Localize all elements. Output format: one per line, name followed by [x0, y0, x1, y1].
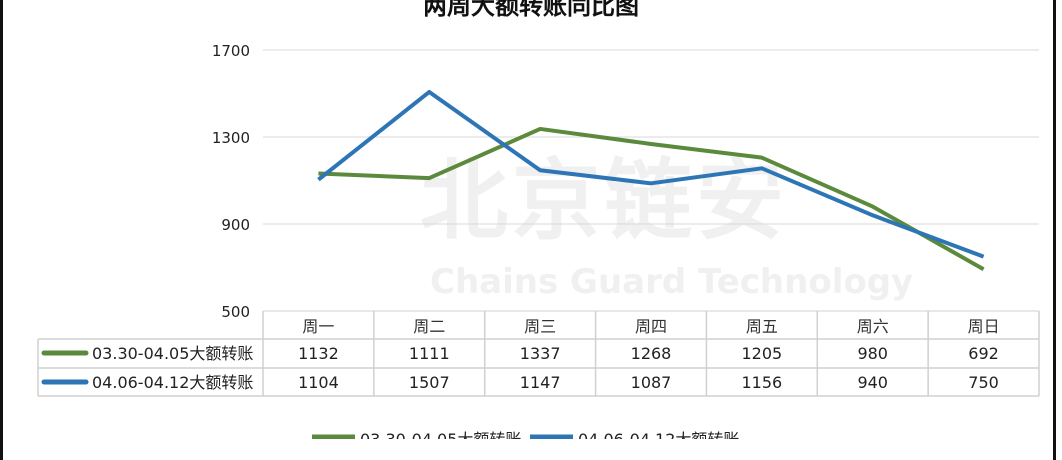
table-value: 1111	[409, 344, 450, 363]
table-series-label: 03.30-04.05大额转账	[92, 344, 253, 363]
legend-label: 03.30-04.05大额转账	[360, 430, 521, 439]
table-value: 1268	[631, 344, 672, 363]
y-tick-label: 500	[221, 303, 250, 321]
category-label: 周六	[857, 317, 889, 336]
y-tick-label: 1300	[212, 129, 250, 147]
series-line	[318, 92, 983, 257]
category-label: 周三	[524, 317, 556, 336]
table-value: 692	[968, 344, 999, 363]
table-value: 940	[857, 373, 888, 392]
line-chart: 500 900 1300 1700 周一 周二 周三 周四 周五 周六 周日 03.30-04.05大…	[0, 0, 1062, 439]
series-line	[318, 129, 983, 269]
table-value: 980	[857, 344, 888, 363]
table-value: 750	[968, 373, 999, 392]
table-value: 1104	[298, 373, 339, 392]
y-tick-label: 900	[221, 216, 250, 234]
table-value: 1337	[520, 344, 561, 363]
table-value: 1205	[741, 344, 782, 363]
table-value: 1156	[741, 373, 782, 392]
category-label: 周五	[746, 317, 778, 336]
table-value: 1507	[409, 373, 450, 392]
category-label: 周四	[635, 317, 667, 336]
table-value: 1147	[520, 373, 561, 392]
table-value: 1132	[298, 344, 339, 363]
legend-label: 04.06-04.12大额转账	[578, 430, 739, 439]
table-series-label: 04.06-04.12大额转账	[92, 373, 253, 392]
category-label: 周二	[413, 317, 445, 336]
category-label: 周一	[302, 317, 334, 336]
y-tick-label: 1700	[212, 42, 250, 60]
category-label: 周日	[968, 317, 1000, 336]
table-value: 1087	[631, 373, 672, 392]
